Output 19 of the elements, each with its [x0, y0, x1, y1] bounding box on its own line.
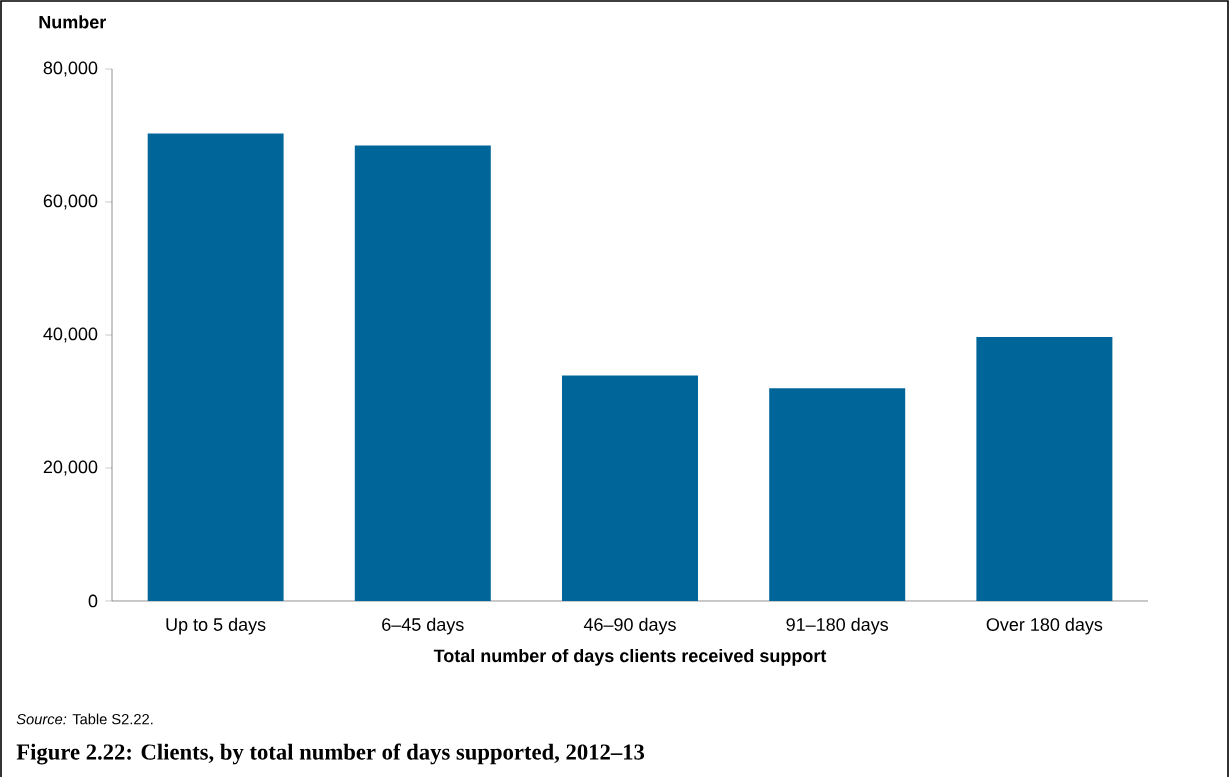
text: Source: Table S2.22. — [16, 713, 153, 725]
bar — [562, 375, 698, 601]
y-tick-label: 0 — [88, 594, 98, 608]
x-tick-label: 46–90 days — [583, 617, 676, 635]
text: Figure 2.22: Clients, by total number of days supported, 2012–13 — [16, 743, 645, 765]
y-tick-label: 40,000 — [43, 327, 98, 343]
bar — [147, 133, 284, 601]
x-tick-label: 6–45 days — [382, 617, 464, 635]
bar — [354, 145, 491, 601]
bar — [769, 388, 906, 601]
bar — [976, 336, 1113, 601]
x-tick-label: Up to 5 days — [166, 617, 266, 635]
x-tick-label: Over 180 days — [986, 617, 1103, 635]
x-axis-title: Total number of days clients received support — [433, 648, 827, 666]
y-tick-label: 80,000 — [43, 61, 98, 77]
x-tick-label: 91–180 days — [786, 617, 889, 635]
y-tick-label: 60,000 — [43, 194, 98, 210]
y-tick-label: 20,000 — [43, 460, 98, 476]
y-axis-title: Number — [39, 15, 107, 29]
